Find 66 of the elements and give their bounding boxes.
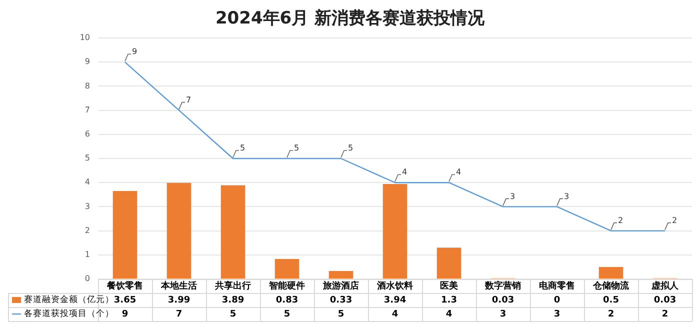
annotation: 7 bbox=[186, 95, 192, 104]
x-tick-label: 数字营销 bbox=[484, 280, 521, 292]
data-label: 7 bbox=[176, 309, 182, 320]
x-tick-label: 共享出行 bbox=[214, 280, 251, 292]
x-tick-label: 智能硬件 bbox=[268, 280, 305, 292]
data-label: 4 bbox=[392, 309, 398, 320]
y-tick-label: 2 bbox=[84, 226, 90, 235]
legend-label: 各赛道获投项目（个） bbox=[24, 308, 114, 320]
data-label: 2 bbox=[662, 309, 668, 320]
bar bbox=[112, 191, 138, 278]
chart-title: 2024年6月 新消费各赛道获投情况 bbox=[215, 8, 486, 28]
bar bbox=[220, 185, 246, 278]
annotation: 9 bbox=[132, 47, 138, 56]
data-label: 0 bbox=[554, 295, 560, 306]
y-tick-label: 10 bbox=[80, 33, 90, 42]
data-label: 1.3 bbox=[441, 295, 457, 306]
y-tick-label: 8 bbox=[84, 81, 90, 90]
bar bbox=[436, 248, 462, 278]
x-tick-label: 电商零售 bbox=[539, 280, 575, 292]
annotation: 5 bbox=[348, 144, 354, 153]
data-label: 5 bbox=[338, 309, 344, 320]
y-tick-label: 4 bbox=[84, 178, 90, 187]
bar bbox=[166, 182, 192, 278]
y-tick-label: 9 bbox=[84, 57, 90, 66]
y-tick-label: 5 bbox=[84, 154, 90, 163]
y-tick-label: 0 bbox=[84, 274, 90, 284]
x-tick-label: 酒水饮料 bbox=[376, 280, 413, 292]
bar bbox=[274, 258, 300, 278]
annotation: 4 bbox=[402, 168, 408, 177]
annotation: 3 bbox=[510, 192, 516, 201]
bar bbox=[328, 271, 354, 278]
data-label: 3 bbox=[500, 309, 506, 320]
data-label: 0.03 bbox=[654, 295, 676, 306]
data-label: 0.33 bbox=[330, 295, 352, 306]
data-label: 3.65 bbox=[114, 295, 136, 306]
x-tick-label: 医美 bbox=[440, 280, 458, 292]
bar bbox=[598, 266, 624, 278]
y-tick-label: 7 bbox=[84, 105, 90, 114]
data-label: 0.03 bbox=[492, 295, 514, 306]
data-label: 4 bbox=[446, 309, 452, 320]
data-label: 2 bbox=[608, 309, 614, 320]
x-tick-label: 本地生活 bbox=[160, 280, 197, 292]
data-label: 3.94 bbox=[384, 295, 406, 306]
x-tick-label: 虚拟人 bbox=[650, 280, 680, 292]
data-label: 3.89 bbox=[222, 295, 244, 306]
data-label: 3 bbox=[554, 309, 560, 320]
annotation: 2 bbox=[672, 216, 678, 225]
annotation: 5 bbox=[294, 144, 300, 153]
data-label: 0.83 bbox=[276, 295, 298, 306]
data-label: 3.99 bbox=[168, 295, 190, 306]
y-tick-label: 1 bbox=[84, 250, 90, 259]
annotation: 3 bbox=[564, 192, 570, 201]
data-label: 0.5 bbox=[603, 295, 619, 306]
annotation: 5 bbox=[240, 144, 246, 153]
y-tick-label: 6 bbox=[84, 129, 90, 138]
data-label: 5 bbox=[230, 309, 236, 320]
legend-label: 赛道融资金额（亿元） bbox=[24, 294, 114, 306]
bar bbox=[382, 184, 408, 278]
y-tick-label: 3 bbox=[84, 202, 90, 211]
annotation: 2 bbox=[618, 216, 624, 225]
data-label: 5 bbox=[284, 309, 290, 320]
annotation: 4 bbox=[456, 168, 462, 177]
x-tick-label: 仓储物流 bbox=[592, 280, 630, 292]
x-tick-label: 旅游酒店 bbox=[322, 280, 359, 292]
data-label: 9 bbox=[122, 309, 128, 320]
x-tick-label: 餐饮零售 bbox=[106, 280, 143, 292]
